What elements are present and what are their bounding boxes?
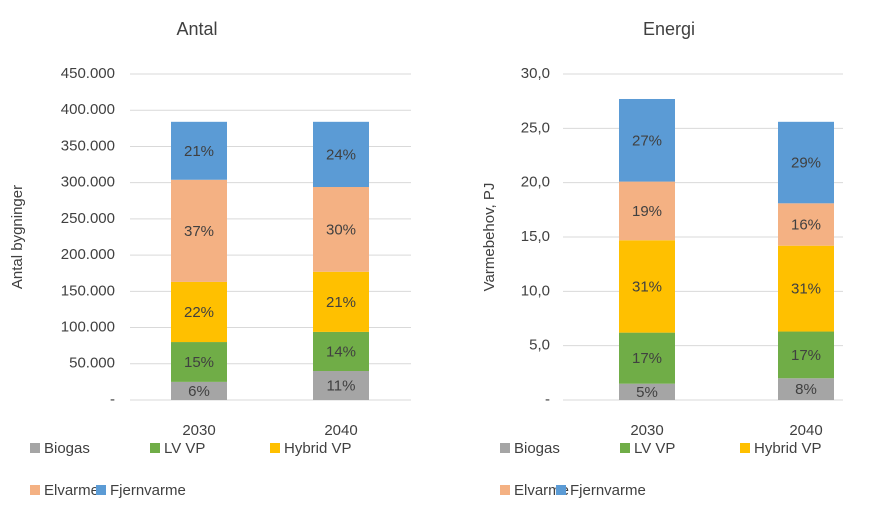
bar-segment — [313, 331, 369, 372]
x-tick-label: 2030 — [182, 422, 215, 439]
legend-swatch — [150, 443, 160, 453]
data-label: 16% — [791, 216, 821, 233]
legend-swatch — [500, 485, 510, 495]
y-tick-label: 450.000 — [61, 65, 115, 82]
bar-segment — [171, 121, 227, 180]
legend-swatch — [500, 443, 510, 453]
bar-segment — [171, 381, 227, 400]
y-tick-label: 25,0 — [521, 119, 550, 136]
legend-label: Fjernvarme — [570, 482, 646, 499]
legend-label: Hybrid VP — [284, 440, 352, 457]
chart-title: Antal — [176, 19, 217, 39]
bar-segment — [619, 98, 675, 182]
y-tick-label: 20,0 — [521, 174, 550, 191]
y-tick-label: 100.000 — [61, 319, 115, 336]
legend-swatch — [740, 443, 750, 453]
bar-segment — [171, 342, 227, 382]
bar-segment — [778, 331, 834, 379]
data-label: 19% — [632, 203, 662, 220]
x-tick-label: 2030 — [630, 422, 663, 439]
legend-label: Hybrid VP — [754, 440, 822, 457]
y-tick-label: 350.000 — [61, 137, 115, 154]
y-tick-label: 300.000 — [61, 174, 115, 191]
legend-label: Elvarme — [44, 482, 99, 499]
bar-segment — [778, 245, 834, 332]
legend-swatch — [30, 485, 40, 495]
y-tick-label: 200.000 — [61, 246, 115, 263]
legend-label: Fjernvarme — [110, 482, 186, 499]
legend-label: Biogas — [514, 440, 560, 457]
bar-segment — [778, 378, 834, 400]
y-axis-title: Antal bygninger — [9, 185, 26, 289]
data-label: 29% — [791, 155, 821, 172]
bar-segment — [313, 371, 369, 400]
bar-segment — [171, 281, 227, 343]
legend-swatch — [30, 443, 40, 453]
legend-label: LV VP — [634, 440, 675, 457]
bar-segment — [171, 179, 227, 282]
data-label: 30% — [326, 221, 356, 238]
bar-segment — [778, 121, 834, 204]
y-tick-label: 400.000 — [61, 101, 115, 118]
data-label: 5% — [636, 384, 658, 401]
data-label: 31% — [632, 278, 662, 295]
y-tick-label: 5,0 — [529, 337, 550, 354]
bar-segment — [313, 187, 369, 272]
legend-swatch — [270, 443, 280, 453]
x-tick-label: 2040 — [324, 422, 357, 439]
y-axis-title: Varmebehov, PJ — [481, 183, 498, 292]
data-label: 14% — [326, 343, 356, 360]
legend-label: LV VP — [164, 440, 205, 457]
y-tick-label: 15,0 — [521, 228, 550, 245]
y-tick-label: - — [110, 391, 115, 408]
data-label: 37% — [184, 223, 214, 240]
data-label: 21% — [184, 143, 214, 160]
legend-label: Biogas — [44, 440, 90, 457]
chart-title: Energi — [643, 19, 695, 39]
y-tick-label: 30,0 — [521, 65, 550, 82]
y-tick-label: 250.000 — [61, 210, 115, 227]
data-label: 8% — [795, 381, 817, 398]
data-label: 21% — [326, 294, 356, 311]
data-label: 17% — [791, 347, 821, 364]
data-label: 31% — [791, 281, 821, 298]
y-tick-label: - — [545, 391, 550, 408]
legend-label: Elvarme — [514, 482, 569, 499]
data-label: 24% — [326, 146, 356, 163]
legend-swatch — [96, 485, 106, 495]
y-tick-label: 150.000 — [61, 282, 115, 299]
bar-segment — [619, 181, 675, 241]
data-label: 11% — [327, 377, 356, 394]
y-tick-label: 10,0 — [521, 282, 550, 299]
bar-segment — [313, 121, 369, 188]
legend-swatch — [620, 443, 630, 453]
data-label: 27% — [632, 132, 662, 149]
bar-segment — [619, 332, 675, 384]
data-label: 15% — [184, 354, 214, 371]
x-tick-label: 2040 — [789, 422, 822, 439]
data-label: 6% — [188, 383, 210, 400]
bar-segment — [619, 240, 675, 333]
bar-segment — [778, 203, 834, 246]
data-label: 22% — [184, 304, 214, 321]
data-label: 17% — [632, 350, 662, 367]
legend-swatch — [556, 485, 566, 495]
y-tick-label: 50.000 — [69, 355, 115, 372]
bar-segment — [313, 271, 369, 332]
bar-segment — [619, 383, 675, 400]
